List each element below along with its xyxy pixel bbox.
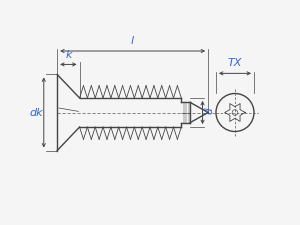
Text: d: d xyxy=(204,107,214,114)
Text: TX: TX xyxy=(228,58,242,68)
Text: l: l xyxy=(131,36,134,46)
Text: dk: dk xyxy=(29,108,43,117)
Text: k: k xyxy=(65,50,72,60)
